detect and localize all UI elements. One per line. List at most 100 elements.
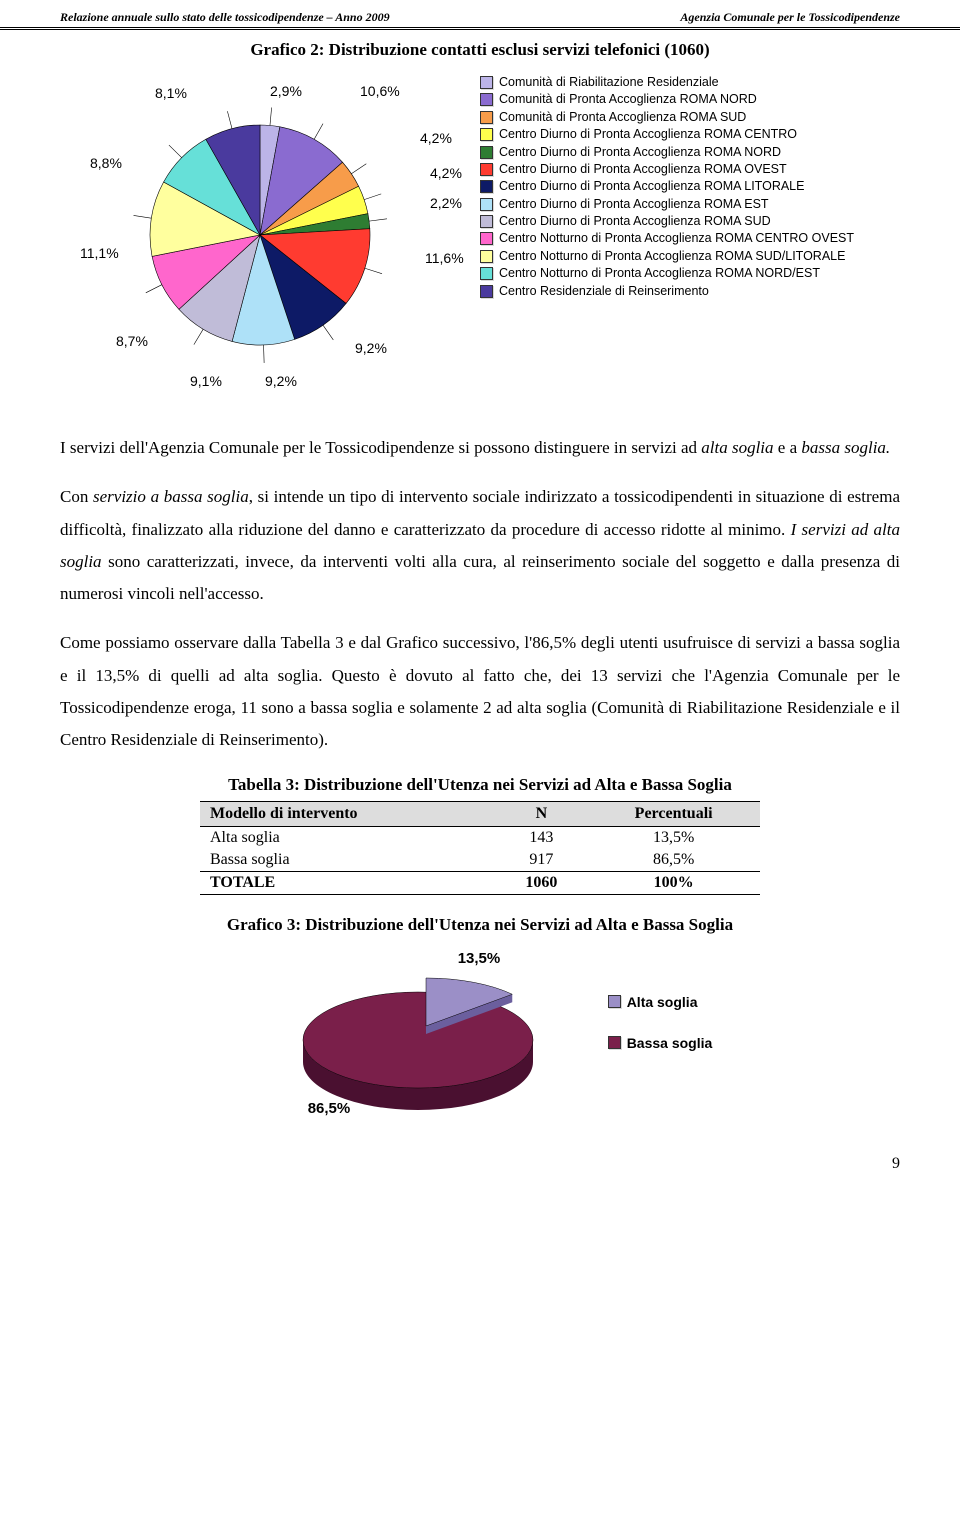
legend-swatch <box>480 163 493 176</box>
legend-label: Comunità di Pronta Accoglienza ROMA NORD <box>499 92 757 106</box>
chart3-wrap: 13,5% 86,5% <box>248 945 588 1125</box>
chart3-legend: Alta soglia Bassa soglia <box>608 994 713 1076</box>
t3tc2: 100% <box>587 871 760 894</box>
table3-row-0: Alta soglia 143 13,5% <box>200 826 760 849</box>
table3-header-row: Modello di intervento N Percentuali <box>200 801 760 826</box>
legend-label: Centro Diurno di Pronta Accoglienza ROMA… <box>499 145 781 159</box>
chart2-label-0: 2,9% <box>270 83 302 99</box>
legend-label: Comunità di Pronta Accoglienza ROMA SUD <box>499 110 746 124</box>
legend-item: Centro Notturno di Pronta Accoglienza RO… <box>480 231 860 245</box>
legend-label: Centro Diurno di Pronta Accoglienza ROMA… <box>499 127 797 141</box>
table3-total-row: TOTALE 1060 100% <box>200 871 760 894</box>
table3-h1: N <box>496 801 588 826</box>
chart2-label-5: 11,6% <box>425 250 464 266</box>
body-text: I servizi dell'Agenzia Comunale per le T… <box>60 432 900 757</box>
paragraph-1: I servizi dell'Agenzia Comunale per le T… <box>60 432 900 464</box>
chart2-label-11: 8,8% <box>90 155 122 171</box>
legend-swatch <box>608 1036 621 1049</box>
legend-label: Centro Diurno di Pronta Accoglienza ROMA… <box>499 179 804 193</box>
legend-item: Centro Diurno di Pronta Accoglienza ROMA… <box>480 162 860 176</box>
chart2-area: 2,9% 10,6% 4,2% 4,2% 2,2% 11,6% 9,2% 9,2% 9,1% 8,… <box>50 75 910 415</box>
p1b: alta soglia <box>701 438 773 457</box>
t3r0c0: Alta soglia <box>200 826 496 849</box>
t3r1c2: 86,5% <box>587 849 760 872</box>
table3-h2: Percentuali <box>587 801 760 826</box>
legend-swatch <box>480 285 493 298</box>
chart2-pie-wrap: 2,9% 10,6% 4,2% 4,2% 2,2% 11,6% 9,2% 9,2% 9,1% 8,… <box>50 75 470 415</box>
legend-item: Centro Diurno di Pronta Accoglienza ROMA… <box>480 127 860 141</box>
chart2-label-8: 9,1% <box>190 373 222 389</box>
legend-item: Centro Notturno di Pronta Accoglienza RO… <box>480 266 860 280</box>
chart2-label-3: 4,2% <box>430 165 462 181</box>
chart2-label-10: 11,1% <box>80 245 119 261</box>
legend-item: Centro Diurno di Pronta Accoglienza ROMA… <box>480 214 860 228</box>
legend-swatch <box>480 93 493 106</box>
page-number: 9 <box>892 1155 900 1172</box>
p1c: e a <box>774 438 802 457</box>
legend-item: Alta soglia <box>608 994 713 1010</box>
t3tc1: 1060 <box>496 871 588 894</box>
chart3-title: Grafico 3: Distribuzione dell'Utenza nei… <box>60 915 900 935</box>
legend-label: Bassa soglia <box>627 1035 713 1051</box>
chart2-label-2: 4,2% <box>420 130 452 146</box>
legend-label: Centro Notturno di Pronta Accoglienza RO… <box>499 266 820 280</box>
chart2-label-12: 8,1% <box>155 85 187 101</box>
paragraph-2: Con servizio a bassa soglia, si intende … <box>60 481 900 610</box>
chart2-label-9: 8,7% <box>116 333 148 349</box>
header-left: Relazione annuale sullo stato delle toss… <box>60 10 390 25</box>
legend-label: Centro Diurno di Pronta Accoglienza ROMA… <box>499 197 769 211</box>
legend-item: Centro Residenziale di Reinserimento <box>480 284 860 298</box>
legend-item: Comunità di Riabilitazione Residenziale <box>480 75 860 89</box>
legend-label: Alta soglia <box>627 994 698 1010</box>
t3r1c0: Bassa soglia <box>200 849 496 872</box>
p2a: Con <box>60 487 93 506</box>
table3-title: Tabella 3: Distribuzione dell'Utenza nei… <box>60 775 900 795</box>
t3tc0: TOTALE <box>200 871 496 894</box>
legend-swatch <box>480 146 493 159</box>
legend-item: Centro Notturno di Pronta Accoglienza RO… <box>480 249 860 263</box>
page-footer: 9 <box>0 1145 960 1193</box>
table3-row-1: Bassa soglia 917 86,5% <box>200 849 760 872</box>
t3r0c1: 143 <box>496 826 588 849</box>
t3r1c1: 917 <box>496 849 588 872</box>
legend-item: Centro Diurno di Pronta Accoglienza ROMA… <box>480 179 860 193</box>
legend-label: Centro Diurno di Pronta Accoglienza ROMA… <box>499 214 771 228</box>
legend-swatch <box>480 215 493 228</box>
legend-swatch <box>480 232 493 245</box>
chart3-area: 13,5% 86,5% Alta soglia Bassa soglia <box>60 945 900 1125</box>
legend-swatch <box>480 111 493 124</box>
chart2-label-6: 9,2% <box>355 340 387 356</box>
chart2-label-4: 2,2% <box>430 195 462 211</box>
legend-swatch <box>480 180 493 193</box>
legend-swatch <box>480 267 493 280</box>
legend-item: Centro Diurno di Pronta Accoglienza ROMA… <box>480 197 860 211</box>
legend-swatch <box>480 198 493 211</box>
page-header: Relazione annuale sullo stato delle toss… <box>0 0 960 30</box>
chart3-label-1: 13,5% <box>458 950 501 967</box>
p1a: I servizi dell'Agenzia Comunale per le T… <box>60 438 701 457</box>
p2b: servizio a bassa soglia <box>93 487 249 506</box>
legend-swatch <box>480 250 493 263</box>
legend-item: Comunità di Pronta Accoglienza ROMA SUD <box>480 110 860 124</box>
legend-item: Bassa soglia <box>608 1035 713 1051</box>
table3-h0: Modello di intervento <box>200 801 496 826</box>
legend-swatch <box>480 128 493 141</box>
legend-label: Centro Diurno di Pronta Accoglienza ROMA… <box>499 162 787 176</box>
p1d: bassa soglia. <box>801 438 890 457</box>
legend-label: Centro Residenziale di Reinserimento <box>499 284 709 298</box>
legend-item: Centro Diurno di Pronta Accoglienza ROMA… <box>480 145 860 159</box>
table3: Modello di intervento N Percentuali Alta… <box>200 801 760 895</box>
chart3-pie <box>248 945 588 1125</box>
chart3-label-2: 86,5% <box>308 1100 351 1117</box>
chart2-title: Grafico 2: Distribuzione contatti esclus… <box>60 40 900 60</box>
legend-label: Comunità di Riabilitazione Residenziale <box>499 75 719 89</box>
chart2-label-7: 9,2% <box>265 373 297 389</box>
legend-label: Centro Notturno di Pronta Accoglienza RO… <box>499 249 845 263</box>
chart2-label-1: 10,6% <box>360 83 400 99</box>
legend-swatch <box>480 76 493 89</box>
paragraph-3: Come possiamo osservare dalla Tabella 3 … <box>60 627 900 756</box>
legend-swatch <box>608 995 621 1008</box>
chart2-legend: Comunità di Riabilitazione Residenziale C… <box>480 75 860 415</box>
p2e: sono caratterizzati, invece, da interven… <box>60 552 900 603</box>
legend-item: Comunità di Pronta Accoglienza ROMA NORD <box>480 92 860 106</box>
